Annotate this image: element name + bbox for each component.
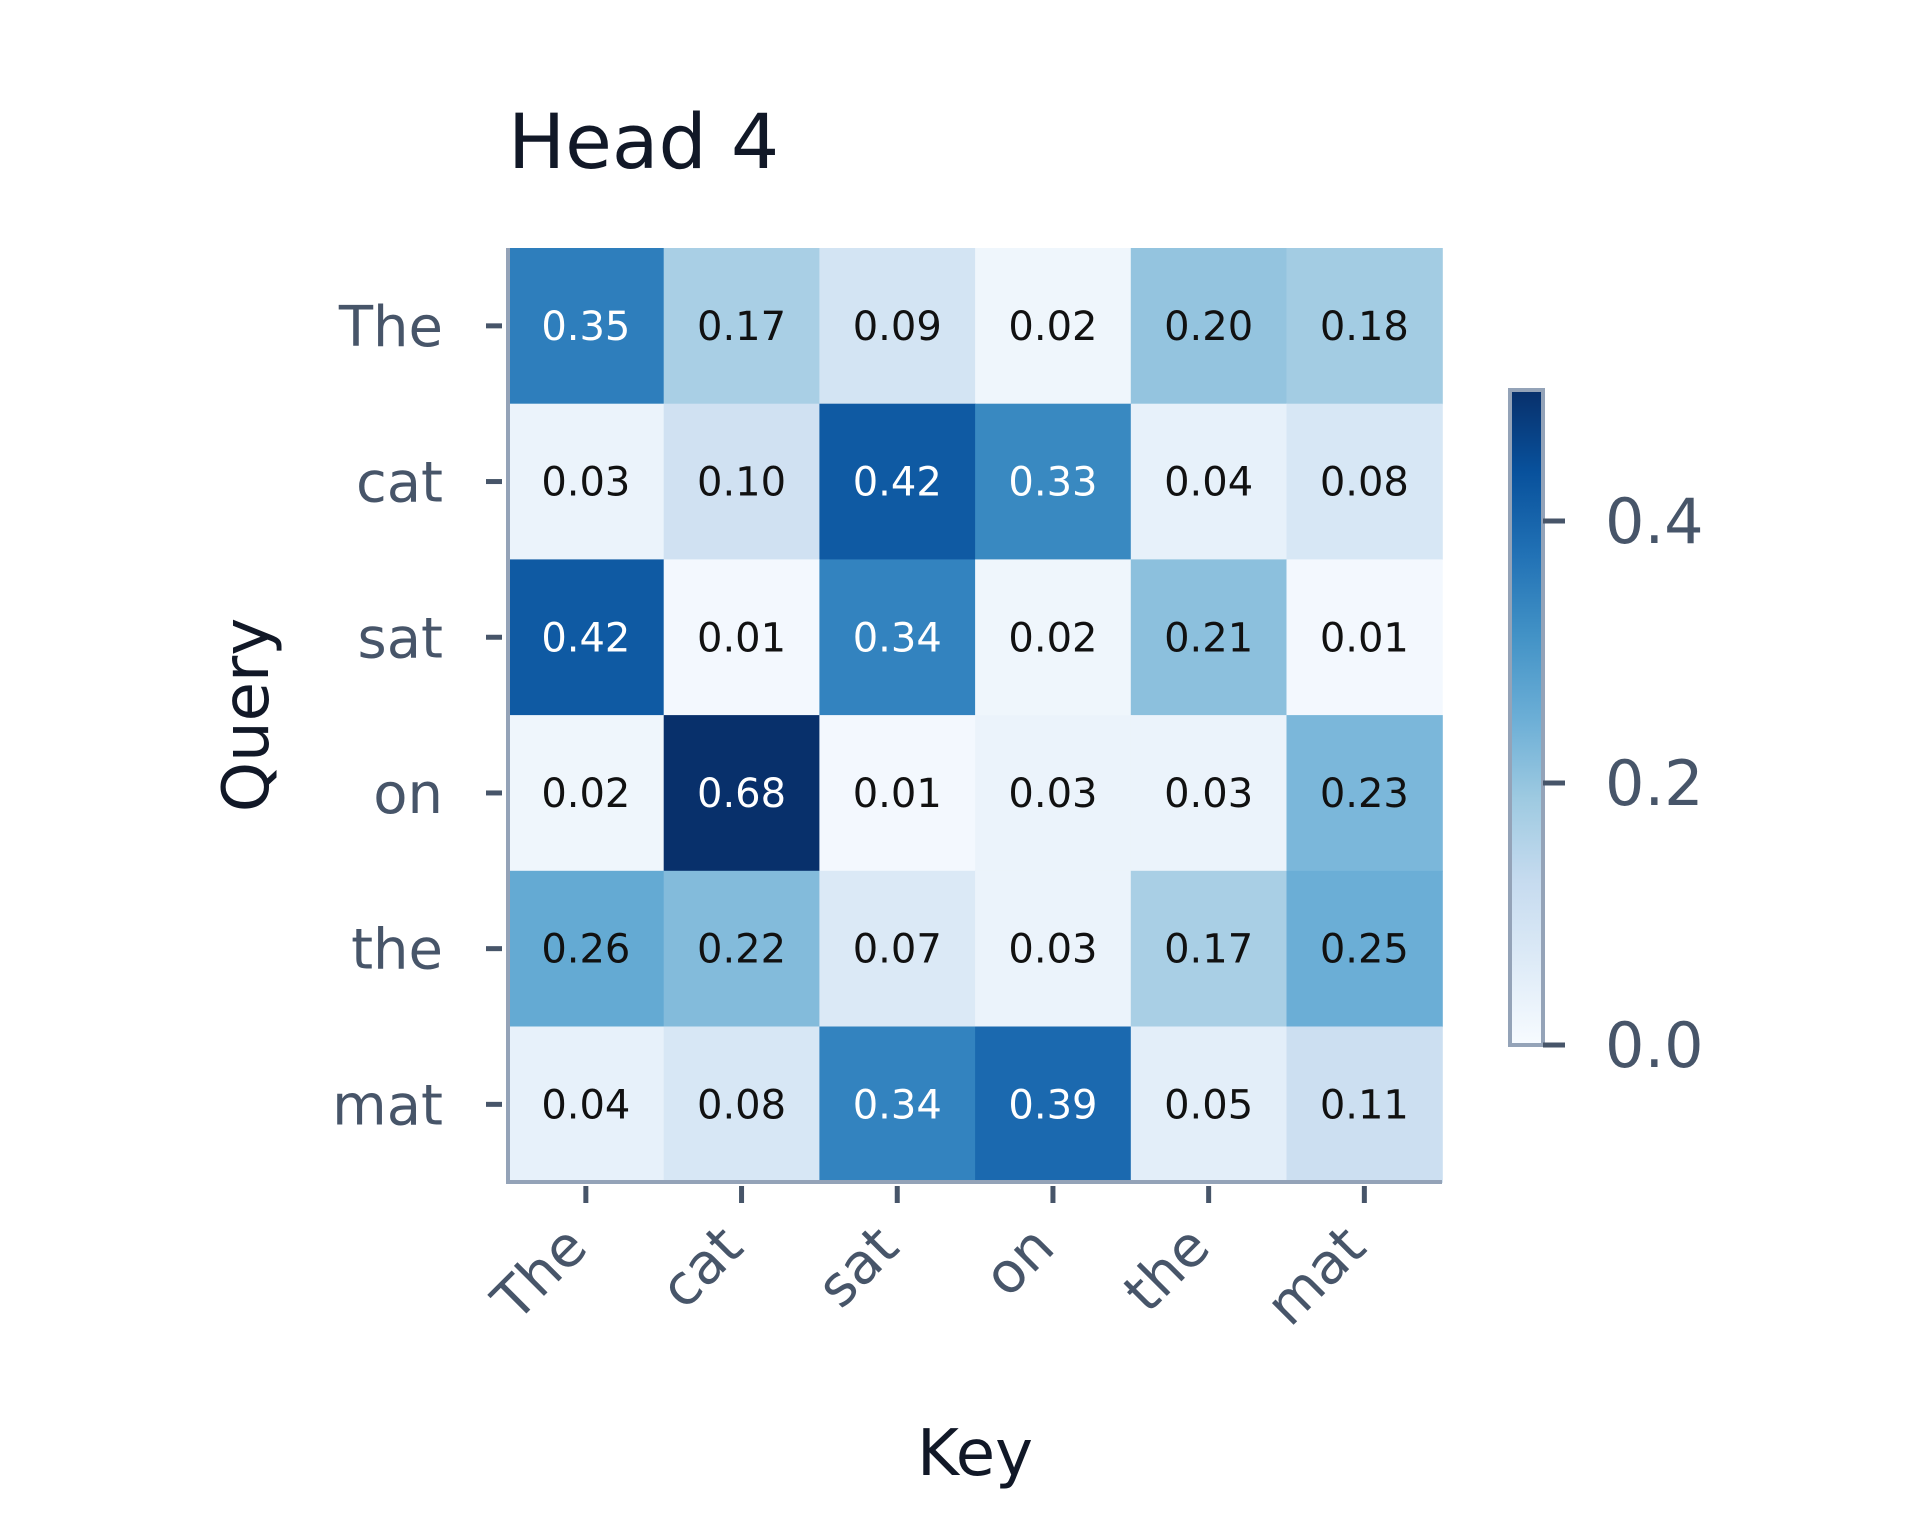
- colorbar-ticks: 0.0 0.2 0.4: [1543, 485, 1704, 1082]
- y-tick-label: on: [373, 762, 443, 827]
- heatmap-cell-value: 0.01: [853, 771, 942, 817]
- heatmap-cell-value: 0.03: [1008, 771, 1097, 817]
- heatmap-cell: [1130, 559, 1288, 716]
- heatmap-cell-value: 0.11: [1320, 1082, 1409, 1128]
- heatmap-cell: [975, 870, 1132, 1028]
- heatmap-cell: [508, 248, 665, 405]
- heatmap-cell-value: 0.01: [697, 615, 786, 661]
- heatmap-cell-value: 0.03: [1008, 927, 1097, 973]
- heatmap-cell-value: 0.03: [1164, 771, 1253, 817]
- y-axis-label: Query: [210, 618, 284, 813]
- colorbar-tick-label: 0.0: [1605, 1009, 1704, 1082]
- heatmap-cell: [1286, 870, 1443, 1028]
- heatmap-cell-value: 0.21: [1164, 615, 1253, 661]
- heatmap-cell: [819, 248, 976, 405]
- y-tick-label: The: [338, 295, 443, 360]
- heatmap-cell: [819, 1026, 976, 1183]
- heatmap-cell: [1286, 248, 1443, 405]
- heatmap-cell-value: 0.07: [853, 927, 942, 973]
- heatmap-cell-value: 0.34: [853, 1082, 942, 1128]
- heatmap-cell: [508, 870, 665, 1028]
- heatmap-cell: [663, 1026, 820, 1183]
- heatmap-cell-value: 0.25: [1320, 927, 1409, 973]
- heatmap-cell-value: 0.04: [1164, 460, 1253, 506]
- heatmap-cell: [1130, 248, 1288, 405]
- heatmap-axis-spine: [506, 248, 1442, 1184]
- heatmap-cell-value: 0.68: [697, 771, 786, 817]
- x-tick-label: on: [972, 1214, 1067, 1309]
- heatmap-cell-value: 0.04: [541, 1082, 630, 1128]
- heatmap-cell-value: 0.17: [1164, 927, 1253, 973]
- heatmap-cell: [819, 559, 976, 716]
- heatmap-cell: [663, 870, 820, 1028]
- heatmap-cell-value: 0.10: [697, 460, 786, 506]
- heatmap-cell: [508, 1026, 665, 1183]
- heatmap-cell: [508, 403, 665, 560]
- x-axis-label: Key: [917, 1417, 1033, 1491]
- colorbar-tick-label: 0.4: [1605, 485, 1704, 558]
- heatmap-cell-labels: 0.35 0.17 0.09 0.02 0.20 0.18 0.03 0.10 0.42 0.33…: [541, 304, 1409, 1128]
- heatmap-cell: [1286, 1026, 1443, 1183]
- heatmap-cell-value: 0.03: [541, 460, 630, 506]
- heatmap-cell: [819, 870, 976, 1028]
- heatmap-cell: [819, 403, 976, 560]
- heatmap-cell-value: 0.39: [1008, 1082, 1097, 1128]
- heatmap-cell-value: 0.18: [1320, 304, 1409, 350]
- colorbar: 0.0 0.2 0.4: [1508, 388, 1704, 1082]
- heatmap-cell-value: 0.09: [853, 304, 942, 350]
- heatmap-cell-value: 0.02: [1008, 615, 1097, 661]
- heatmap-cell-value: 0.33: [1008, 460, 1097, 506]
- x-tick-label: cat: [648, 1214, 756, 1322]
- colorbar-tick-label: 0.2: [1605, 747, 1704, 820]
- heatmap-cell: [975, 559, 1132, 716]
- heatmap-cell: [975, 715, 1132, 872]
- heatmap-cell: [1130, 715, 1288, 872]
- heatmap-cell: [975, 403, 1132, 560]
- heatmap-cell-value: 0.35: [541, 304, 630, 350]
- heatmap-cell-value: 0.26: [541, 927, 630, 973]
- heatmap-cell-value: 0.01: [1320, 615, 1409, 661]
- heatmap-cell-value: 0.08: [697, 1082, 786, 1128]
- heatmap-cell: [663, 715, 820, 872]
- heatmap-cell: [1286, 715, 1443, 872]
- heatmap-cell: [508, 715, 665, 872]
- heatmap-cell-value: 0.34: [853, 615, 942, 661]
- heatmap-cell: [663, 403, 820, 560]
- heatmap-cell-value: 0.22: [697, 927, 786, 973]
- heatmap-cell-value: 0.17: [697, 304, 786, 350]
- heatmap-cells: [508, 248, 1443, 1183]
- heatmap-cell: [508, 559, 665, 716]
- heatmap-cell: [975, 248, 1132, 405]
- heatmap-cell: [819, 715, 976, 872]
- heatmap-cell: [1130, 403, 1288, 560]
- heatmap-cell-value: 0.02: [1008, 304, 1097, 350]
- heatmap-cell-value: 0.02: [541, 771, 630, 817]
- y-tick-label: mat: [332, 1073, 443, 1138]
- x-axis-ticks: The cat sat on the mat: [479, 1186, 1378, 1338]
- y-axis-ticks: The cat sat on the mat: [332, 295, 502, 1138]
- heatmap-cell-value: 0.23: [1320, 771, 1409, 817]
- y-tick-label: the: [351, 918, 443, 983]
- heatmap-cell: [1130, 870, 1288, 1028]
- heatmap-cell: [663, 559, 820, 716]
- x-tick-label: mat: [1254, 1214, 1378, 1338]
- x-tick-label: The: [479, 1214, 599, 1334]
- colorbar-gradient: [1508, 388, 1545, 1047]
- heatmap-cell: [1286, 403, 1443, 560]
- heatmap-cell: [663, 248, 820, 405]
- x-tick-label: the: [1112, 1214, 1223, 1325]
- heatmap-cell-value: 0.42: [541, 615, 630, 661]
- y-tick-label: sat: [358, 606, 443, 671]
- heatmap-cell-value: 0.08: [1320, 460, 1409, 506]
- heatmap-cell: [1130, 1026, 1288, 1183]
- x-tick-label: sat: [805, 1214, 911, 1320]
- y-tick-label: cat: [356, 451, 443, 516]
- heatmap-cell: [1286, 559, 1443, 716]
- chart-title: Head 4: [508, 97, 779, 186]
- heatmap-cell-value: 0.20: [1164, 304, 1253, 350]
- heatmap-cell-value: 0.05: [1164, 1082, 1253, 1128]
- heatmap-cell: [975, 1026, 1132, 1183]
- heatmap-cell-value: 0.42: [853, 460, 942, 506]
